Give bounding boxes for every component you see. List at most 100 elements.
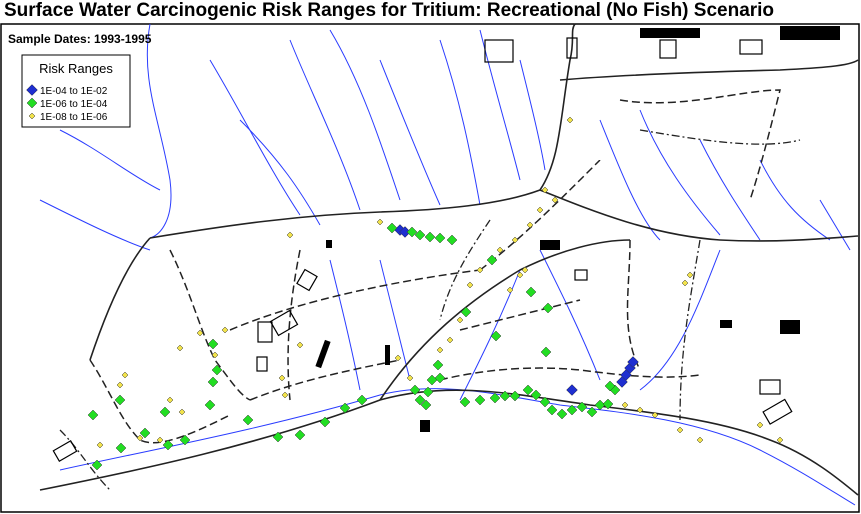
sample-point (414, 394, 426, 406)
legend-box (21, 54, 131, 128)
sample-point (87, 409, 99, 421)
sample-point (546, 404, 558, 416)
legend-label: 1E-08 to 1E-06 (40, 112, 108, 123)
sample-point (521, 266, 529, 274)
sample-point (490, 330, 502, 342)
sample-point (179, 434, 191, 446)
sample-point (621, 401, 629, 409)
sample-point (204, 399, 216, 411)
sample-point (446, 234, 458, 246)
sample-point (432, 359, 444, 371)
sample-point (696, 436, 704, 444)
sample-point (496, 246, 504, 254)
sample-point (96, 441, 104, 449)
sample-point (460, 306, 472, 318)
sample-point (176, 344, 184, 352)
sample-point (376, 218, 384, 226)
sample-point (651, 411, 659, 419)
sample-point (576, 401, 588, 413)
sample-point (420, 399, 432, 411)
sample-point (681, 279, 689, 287)
sample-point (542, 302, 554, 314)
sample-point (166, 396, 174, 404)
sample-point (686, 271, 694, 279)
sample-point (221, 326, 229, 334)
sample-point (526, 221, 534, 229)
sample-point (356, 394, 368, 406)
streams (39, 23, 856, 506)
sample-point (211, 351, 219, 359)
roads (39, 23, 859, 496)
sample-point (566, 404, 578, 416)
sample-point (511, 236, 519, 244)
sample-point (386, 222, 398, 234)
sample-point (162, 439, 174, 451)
sample-point (566, 384, 578, 396)
sample-point (286, 231, 294, 239)
sample-point (636, 406, 644, 414)
sample-point (116, 381, 124, 389)
sample-point (114, 394, 126, 406)
sample-point (409, 384, 421, 396)
sample-point (486, 254, 498, 266)
sample-point (556, 408, 568, 420)
sample-point (776, 436, 784, 444)
sample-point (339, 402, 351, 414)
sample-point (586, 406, 598, 418)
legend-title: Risk Ranges (39, 61, 113, 76)
sample-point (196, 329, 204, 337)
sample-point (406, 374, 414, 382)
sample-point (566, 116, 574, 124)
sample-point (499, 390, 511, 402)
buildings (52, 26, 840, 463)
sample-point (394, 354, 402, 362)
sample-point (459, 396, 471, 408)
sample-point (115, 442, 127, 454)
sample-point (422, 386, 434, 398)
sample-point (178, 408, 186, 416)
sample-point (156, 436, 164, 444)
sample-point (139, 427, 151, 439)
legend-label: 1E-04 to 1E-02 (40, 86, 108, 97)
sample-point (530, 389, 542, 401)
sample-point (522, 384, 534, 396)
sample-point (509, 390, 521, 402)
sample-point (296, 341, 304, 349)
sample-point (242, 414, 254, 426)
sample-point (272, 431, 284, 443)
sample-point (434, 232, 446, 244)
legend-symbol (26, 97, 38, 109)
sample-point (539, 396, 551, 408)
sample-point (474, 394, 486, 406)
sample-point (278, 374, 286, 382)
map-title: Surface Water Carcinogenic Risk Ranges f… (4, 0, 774, 21)
sample-point (627, 356, 639, 368)
sample-point (489, 392, 501, 404)
map-subtitle: Sample Dates: 1993-1995 (8, 32, 152, 46)
sample-point (436, 346, 444, 354)
sample-point (456, 316, 464, 324)
sample-point (536, 206, 544, 214)
sample-point (211, 364, 223, 376)
sample-point (207, 338, 219, 350)
sample-point (281, 391, 289, 399)
sample-point (756, 421, 764, 429)
sample-point (540, 346, 552, 358)
sample-point (121, 371, 129, 379)
sample-point (159, 406, 171, 418)
sample-point (604, 380, 616, 392)
sample-point (551, 196, 559, 204)
sample-points (87, 116, 784, 471)
sample-point (136, 434, 144, 442)
sample-point (207, 376, 219, 388)
sample-point (414, 229, 426, 241)
legend-symbol (26, 84, 38, 96)
sample-point (434, 372, 446, 384)
legend: Risk Ranges 1E-04 to 1E-02 1E-06 to 1E-04… (21, 54, 131, 128)
sample-point (466, 281, 474, 289)
sample-point (525, 286, 537, 298)
sample-point (406, 226, 418, 238)
sample-point (676, 426, 684, 434)
sample-point (516, 271, 524, 279)
